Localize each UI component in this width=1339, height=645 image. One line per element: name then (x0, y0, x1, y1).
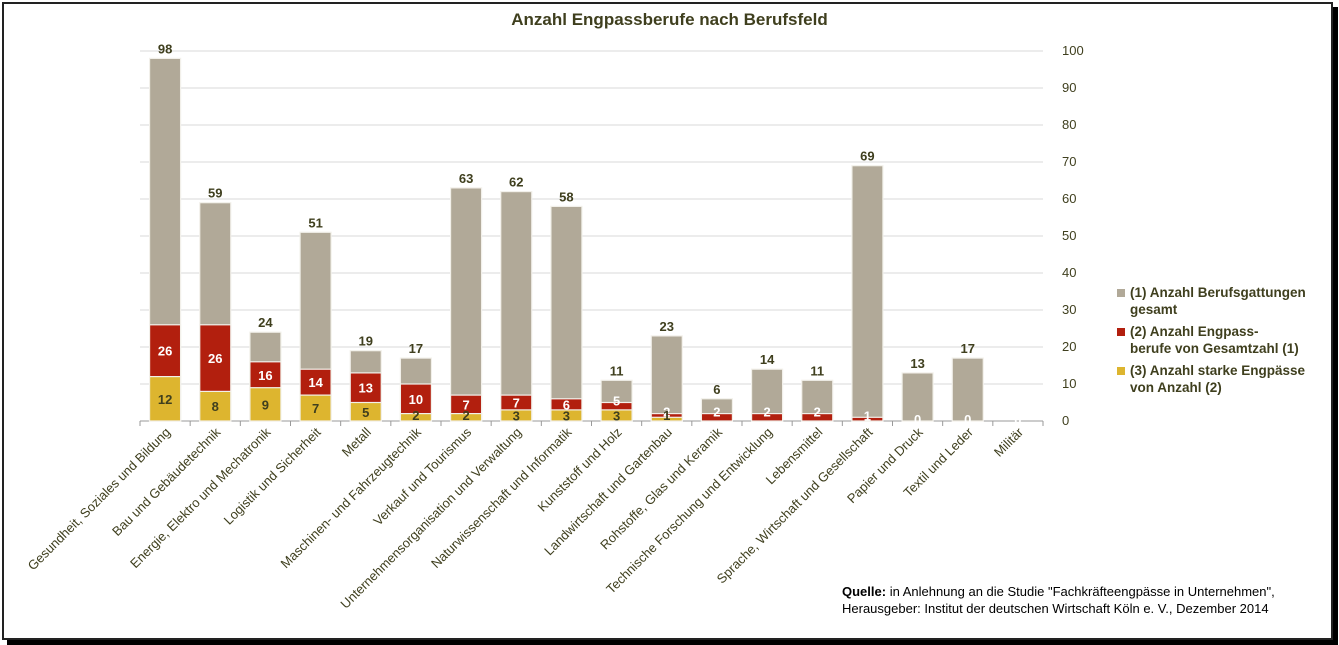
bar-gesamt (500, 191, 533, 422)
source-line-1: in Anlehnung an die Studie "Fachkräfteen… (886, 584, 1275, 599)
data-label-engpass: 5 (613, 394, 620, 409)
data-label-engpass: 7 (462, 397, 469, 412)
x-tick-label: Metall (339, 424, 374, 459)
data-label-engpass: 0 (914, 412, 921, 427)
data-label-gesamt: 6 (713, 382, 720, 397)
data-label-gesamt: 11 (810, 363, 824, 378)
data-label-engpass: 7 (513, 396, 520, 411)
data-label-gesamt: 17 (409, 341, 423, 356)
data-label-stark: 3 (613, 408, 620, 423)
data-label-engpass: 2 (663, 405, 670, 420)
bar-gesamt (901, 372, 934, 422)
source-label: Quelle: (842, 584, 887, 599)
x-tick-label: Logistik und Sicherheit (221, 424, 324, 527)
data-label-gesamt: 59 (208, 186, 222, 201)
y-tick-label: 40 (1062, 265, 1076, 280)
data-label-engpass: 2 (763, 405, 770, 420)
data-label-stark: 9 (262, 397, 269, 412)
bar-stark (449, 413, 483, 422)
y-tick-label: 70 (1062, 154, 1076, 169)
x-tick-label: Verkauf und Tourismus (370, 424, 474, 528)
data-label-engpass: 13 (359, 381, 373, 396)
data-label-gesamt: 17 (961, 341, 975, 356)
data-label-gesamt: 19 (359, 334, 373, 349)
legend-label: (1) Anzahl Berufsgattungen (1130, 285, 1306, 300)
data-label-gesamt: 63 (459, 171, 473, 186)
data-label-engpass: 6 (563, 397, 570, 412)
bar-stark (299, 394, 332, 422)
bar-engpass (700, 413, 734, 422)
data-label-engpass: 0 (1014, 412, 1021, 427)
data-label-engpass: 16 (258, 368, 272, 383)
bar-stark (550, 409, 583, 422)
bar-engpass (750, 413, 784, 422)
bar-stark (650, 416, 683, 422)
data-label-gesamt: 13 (910, 356, 924, 371)
data-label-stark: 12 (158, 392, 172, 407)
data-label-stark: 8 (212, 399, 219, 414)
bar-stark (600, 409, 633, 422)
data-label-engpass: 0 (964, 412, 971, 427)
x-tick-label: Unternehmensorganisation und Verwaltung (337, 425, 524, 612)
y-tick-label: 80 (1062, 117, 1076, 132)
legend-label: (3) Anzahl starke Engpässe (1130, 363, 1306, 378)
y-tick-label: 30 (1062, 302, 1076, 317)
data-label-gesamt: 11 (610, 363, 624, 378)
bar-stark (349, 401, 382, 422)
y-tick-label: 20 (1062, 339, 1076, 354)
data-label-engpass: 14 (308, 375, 323, 390)
bar-gesamt (550, 205, 583, 422)
bar-gesamt (851, 165, 884, 422)
data-label-stark: 7 (312, 401, 319, 416)
data-label-engpass: 2 (814, 405, 821, 420)
bar-stark (249, 387, 282, 422)
x-tick-label: Militär (991, 424, 1027, 460)
bar-engpass (851, 416, 884, 422)
data-label-stark: 5 (362, 405, 369, 420)
data-label-gesamt: 98 (158, 41, 172, 56)
chart-title: Anzahl Engpassberufe nach Berufsfeld (511, 10, 828, 29)
legend-label: berufe von Gesamtzahl (1) (1130, 341, 1299, 356)
data-label-gesamt: 58 (559, 189, 573, 204)
data-label-gesamt: 69 (860, 149, 874, 164)
bar-stark (148, 376, 182, 422)
data-label-stark: 2 (462, 408, 469, 423)
legend-swatch-stark (1117, 367, 1125, 375)
bar-gesamt (449, 187, 483, 422)
source-note: Quelle: in Anlehnung an die Studie "Fach… (842, 583, 1275, 617)
y-tick-label: 0 (1062, 413, 1069, 428)
data-label-engpass: 26 (158, 344, 172, 359)
x-tick-label: Kunststoff und Holz (535, 425, 625, 515)
data-label-stark: 2 (412, 408, 419, 423)
bar-engpass (801, 413, 834, 422)
bar-stark (199, 390, 232, 422)
data-label-stark: 3 (513, 408, 520, 423)
data-label-gesamt: 62 (509, 175, 523, 190)
bar-gesamt (951, 357, 984, 422)
legend-swatch-gesamt (1117, 289, 1125, 297)
source-line-2: Herausgeber: Institut der deutschen Wirt… (842, 601, 1269, 616)
y-tick-label: 50 (1062, 228, 1076, 243)
legend-label: gesamt (1130, 302, 1178, 317)
legend-swatch-engpass (1117, 328, 1125, 336)
bar-stark (399, 413, 433, 422)
bar-stark (500, 409, 533, 422)
data-label-gesamt: 14 (760, 352, 775, 367)
data-label-stark: 3 (563, 408, 570, 423)
data-label-engpass: 2 (713, 405, 720, 420)
data-label-engpass: 1 (864, 408, 871, 423)
data-label-gesamt: 23 (660, 319, 674, 334)
y-tick-label: 10 (1062, 376, 1076, 391)
y-tick-label: 60 (1062, 191, 1076, 206)
y-tick-label: 90 (1062, 80, 1076, 95)
y-tick-label: 100 (1062, 43, 1084, 58)
data-label-stark: 1 (663, 408, 670, 423)
data-label-gesamt: 24 (258, 315, 273, 330)
data-label-engpass: 10 (409, 392, 423, 407)
data-label-gesamt: 51 (308, 215, 322, 230)
legend-label: (2) Anzahl Engpass- (1130, 324, 1259, 339)
legend-label: von Anzahl (2) (1130, 380, 1222, 395)
data-label-engpass: 26 (208, 351, 222, 366)
